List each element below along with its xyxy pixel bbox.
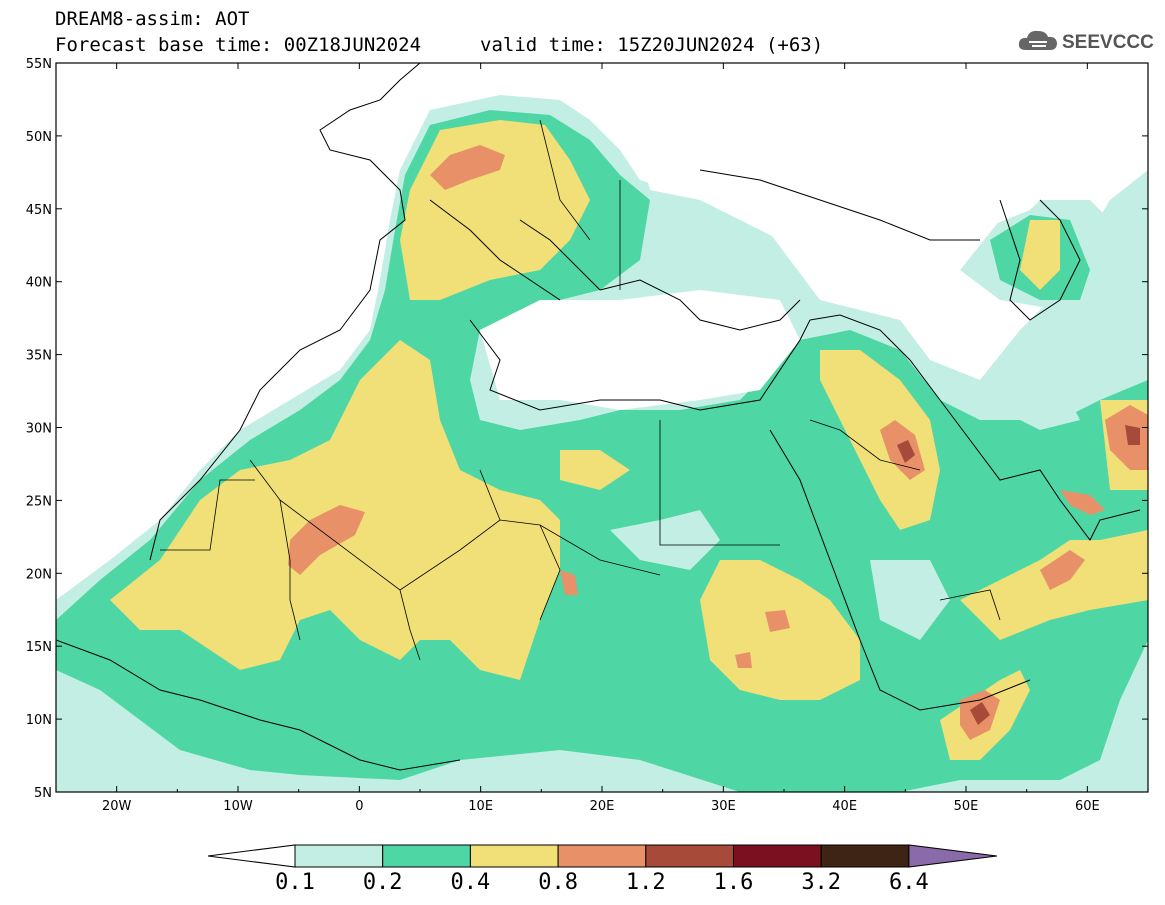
lon-tick-label: 10E bbox=[468, 799, 493, 814]
lat-tick-label: 55N bbox=[26, 57, 52, 72]
colorbar-label: 3.2 bbox=[801, 870, 841, 895]
lon-tick-label: 40E bbox=[832, 799, 857, 814]
lat-tick-label: 20N bbox=[26, 567, 52, 582]
lat-tick-label: 30N bbox=[26, 422, 52, 437]
cloud-icon bbox=[1018, 30, 1057, 50]
valid-time: valid time: 15Z20JUN2024 (+63) bbox=[480, 34, 824, 56]
colorbar-swatch bbox=[469, 844, 559, 868]
forecast-base-time: Forecast base time: 00Z18JUN2024 bbox=[55, 34, 422, 56]
lat-tick-label: 5N bbox=[34, 786, 52, 801]
lat-tick-label: 35N bbox=[26, 349, 52, 364]
colorbar-swatch bbox=[645, 844, 734, 868]
lon-tick-label: 0 bbox=[355, 799, 363, 814]
lon-tick-label: 60E bbox=[1075, 799, 1100, 814]
colorbar-swatch bbox=[382, 844, 471, 868]
colorbar-max-arrow bbox=[908, 844, 997, 868]
colorbar-swatch bbox=[557, 844, 647, 868]
logo-text: SEEVCCC bbox=[1062, 32, 1154, 53]
lon-tick-label: 20E bbox=[590, 799, 615, 814]
colorbar-min-arrow bbox=[207, 844, 296, 868]
lat-tick-label: 10N bbox=[26, 713, 52, 728]
colorbar-label: 1.2 bbox=[626, 870, 666, 895]
lon-tick-label: 20W bbox=[102, 799, 132, 814]
lat-tick-label: 40N bbox=[26, 276, 52, 291]
lon-tick-label: 50E bbox=[954, 799, 979, 814]
coastlines bbox=[56, 63, 1141, 771]
lat-tick-label: 50N bbox=[26, 130, 52, 145]
colorbar-label: 0.4 bbox=[451, 870, 491, 895]
map-title: DREAM8-assim: AOT bbox=[55, 8, 250, 30]
colorbar-swatch bbox=[294, 844, 384, 868]
lat-tick-label: 25N bbox=[26, 494, 52, 509]
seevccc-logo: SEEVCCC bbox=[1018, 30, 1154, 53]
colorbar-label: 1.6 bbox=[714, 870, 754, 895]
colorbar-swatch bbox=[733, 844, 822, 868]
colorbar-label: 0.1 bbox=[275, 870, 315, 895]
colorbar-label: 0.8 bbox=[538, 870, 578, 895]
country-borders bbox=[160, 119, 1001, 661]
lat-tick-label: 15N bbox=[26, 640, 52, 655]
axis-ticks: 20W 10W 0 10E 20E 30E 40E 50E 60E 5N 10N 15N 20N 25N 3… bbox=[26, 57, 1149, 814]
lon-tick-label: 10W bbox=[223, 799, 253, 814]
aot-band-0.1-inner bbox=[500, 380, 1080, 640]
colorbar: 0.1 0.2 0.4 0.8 1.2 1.6 3.2 6.4 bbox=[207, 844, 997, 895]
colorbar-swatch bbox=[820, 844, 910, 868]
colorbar-label: 0.2 bbox=[363, 870, 403, 895]
colorbar-label: 6.4 bbox=[889, 870, 929, 895]
aot-band-1.2 bbox=[897, 425, 1140, 725]
aot-field bbox=[56, 63, 1148, 792]
lat-tick-label: 45N bbox=[26, 203, 52, 218]
lon-tick-label: 30E bbox=[711, 799, 736, 814]
clean-air-areas bbox=[56, 63, 1148, 410]
